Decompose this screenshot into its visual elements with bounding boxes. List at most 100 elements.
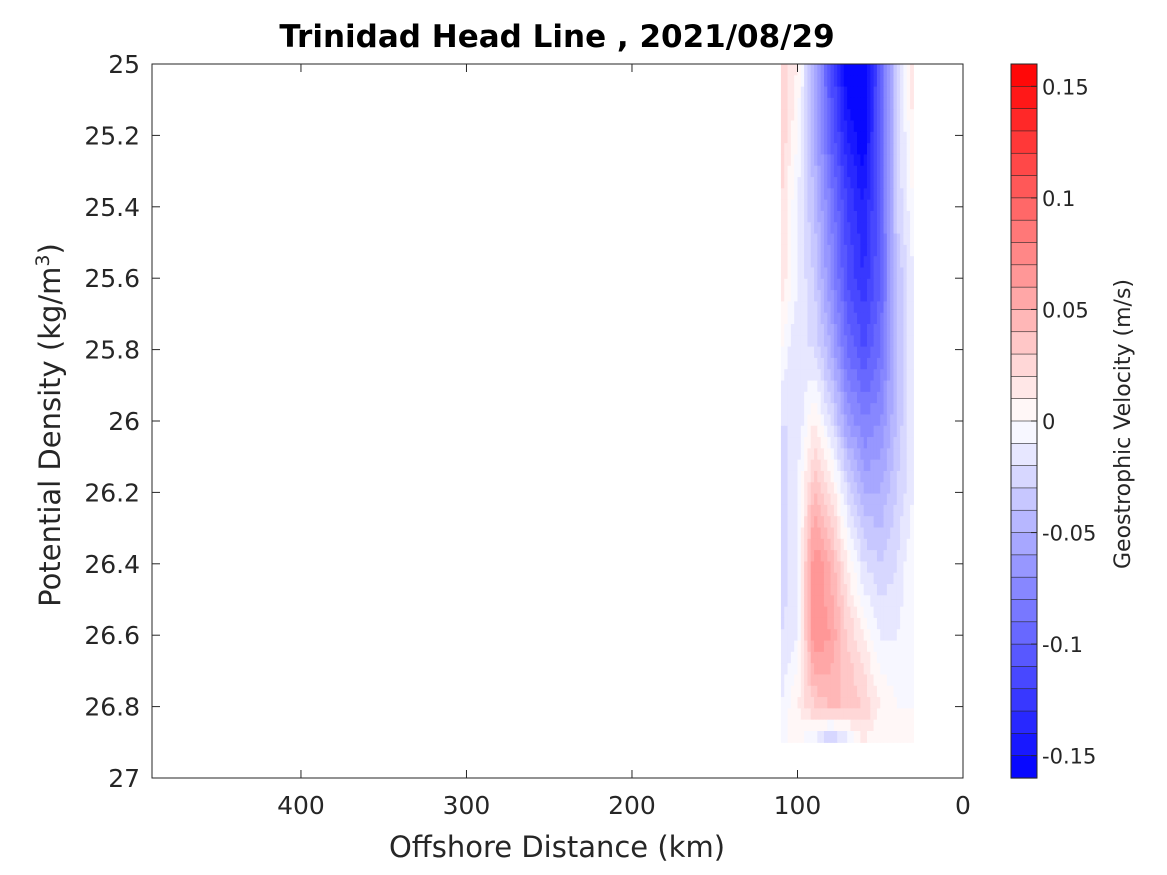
velocity-cell	[890, 210, 895, 223]
velocity-cell	[810, 97, 815, 110]
velocity-cell	[863, 391, 868, 404]
velocity-cell	[893, 278, 898, 291]
velocity-cell	[823, 75, 828, 88]
velocity-cell	[780, 651, 785, 664]
velocity-cell	[780, 244, 785, 257]
velocity-cell	[880, 425, 885, 438]
velocity-cell	[873, 267, 878, 280]
velocity-cell	[893, 290, 898, 302]
velocity-cell	[863, 131, 868, 144]
velocity-cell	[780, 629, 785, 642]
velocity-cell	[823, 109, 828, 122]
velocity-cell	[876, 131, 881, 144]
velocity-cell	[890, 538, 895, 551]
velocity-cell	[867, 663, 871, 676]
velocity-cell	[810, 708, 815, 721]
velocity-cell	[890, 414, 895, 427]
velocity-cell	[896, 606, 901, 619]
velocity-cell	[900, 674, 905, 687]
velocity-cell	[850, 606, 855, 619]
velocity-cell	[847, 640, 852, 653]
velocity-cell	[870, 278, 875, 291]
velocity-cell	[810, 527, 815, 540]
velocity-cell	[787, 606, 792, 619]
velocity-cell	[870, 482, 875, 495]
velocity-cell	[886, 663, 891, 676]
velocity-cell	[830, 595, 835, 608]
colorbar-band	[1010, 242, 1038, 266]
velocity-cell	[827, 120, 832, 133]
velocity-cell	[853, 685, 858, 698]
velocity-cell	[814, 617, 818, 630]
velocity-cell	[807, 640, 812, 653]
velocity-cell	[840, 86, 845, 99]
velocity-cell	[860, 199, 865, 212]
velocity-cell	[910, 369, 914, 382]
velocity-cell	[906, 177, 911, 189]
velocity-cell	[780, 516, 785, 529]
velocity-cell	[893, 651, 898, 664]
velocity-cell	[886, 210, 891, 223]
velocity-cell	[790, 188, 795, 201]
velocity-cell	[870, 606, 875, 619]
velocity-cell	[827, 64, 832, 76]
velocity-cell	[860, 629, 865, 642]
velocity-cell	[780, 595, 785, 608]
velocity-cell	[833, 538, 838, 551]
velocity-cell	[863, 312, 868, 325]
velocity-cell	[873, 470, 878, 483]
velocity-cell	[804, 177, 809, 189]
velocity-cell	[804, 708, 809, 721]
velocity-cell	[870, 222, 875, 235]
velocity-cell	[867, 380, 871, 393]
velocity-cell	[903, 629, 908, 642]
velocity-cell	[807, 527, 812, 540]
velocity-cell	[883, 75, 888, 88]
velocity-cell	[860, 617, 865, 630]
velocity-cell	[810, 437, 815, 449]
velocity-cell	[906, 572, 911, 585]
velocity-cell	[890, 312, 895, 325]
velocity-cell	[860, 572, 865, 585]
velocity-cell	[814, 210, 818, 223]
velocity-cell	[810, 75, 815, 88]
velocity-cell	[837, 617, 842, 630]
velocity-cell	[857, 685, 861, 698]
velocity-cell	[817, 595, 822, 608]
velocity-cell	[817, 617, 822, 630]
velocity-cell	[906, 640, 911, 653]
velocity-cell	[876, 244, 881, 257]
velocity-cell	[896, 346, 901, 359]
velocity-cell	[883, 459, 888, 472]
velocity-cell	[863, 335, 868, 348]
velocity-cell	[804, 730, 809, 743]
velocity-cell	[837, 708, 842, 721]
velocity-cell	[817, 697, 822, 709]
velocity-cell	[807, 290, 812, 302]
velocity-cell	[896, 278, 901, 291]
velocity-cell	[870, 663, 875, 676]
velocity-cell	[880, 459, 885, 472]
velocity-cell	[910, 685, 914, 698]
velocity-cell	[840, 663, 845, 676]
velocity-cell	[853, 527, 858, 540]
velocity-cell	[863, 663, 868, 676]
velocity-cell	[837, 131, 842, 144]
velocity-cell	[893, 312, 898, 325]
velocity-cell	[823, 120, 828, 133]
velocity-cell	[853, 482, 858, 495]
velocity-cell	[850, 290, 855, 302]
velocity-cell	[833, 595, 838, 608]
velocity-cell	[797, 154, 802, 167]
velocity-cell	[794, 719, 799, 732]
velocity-cell	[837, 550, 842, 563]
velocity-cell	[797, 572, 802, 585]
velocity-cell	[867, 188, 871, 201]
velocity-cell	[863, 414, 868, 427]
velocity-cell	[886, 335, 891, 348]
velocity-cell	[900, 730, 905, 743]
velocity-cell	[883, 267, 888, 280]
velocity-cell	[780, 663, 785, 676]
velocity-cell	[876, 109, 881, 122]
